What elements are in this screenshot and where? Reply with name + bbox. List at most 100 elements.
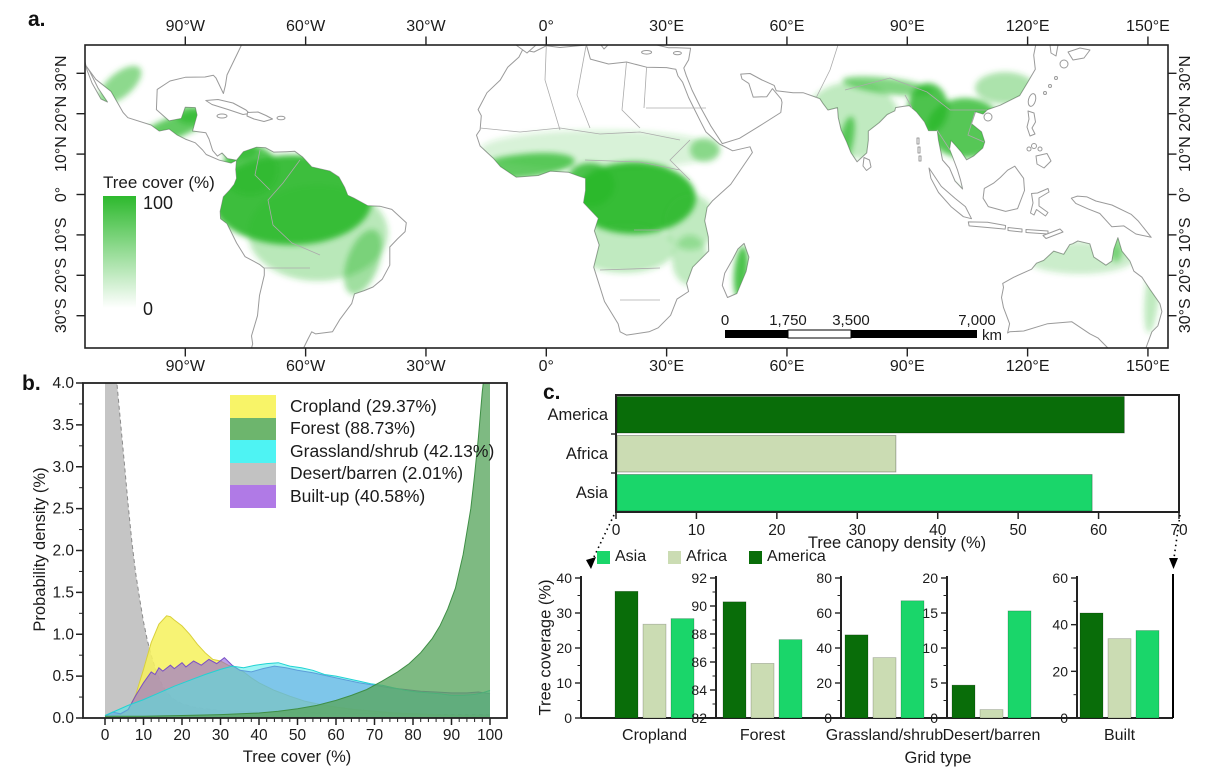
dist-y-tick-label: 0.5	[52, 668, 74, 685]
lon-tick-label-top: 120°E	[1006, 18, 1050, 35]
mini-bar-america-built	[1079, 612, 1104, 719]
dist-x-tick-label: 100	[477, 727, 503, 744]
dist-y-tick-label: 2.5	[52, 501, 74, 518]
africa-swatch	[668, 550, 682, 564]
arrowhead-right	[1169, 558, 1178, 569]
mini-y-tick-label: 20	[556, 640, 572, 656]
mini-y-tick-label: 10	[556, 675, 572, 691]
canopy-density-chart: America Africa Asia 0 10 20 30 40 50 60 70	[547, 394, 1188, 539]
mini-y-tick-label: 10	[922, 640, 938, 656]
mini-y-tick-label: 20	[1052, 663, 1068, 679]
mini-bar-africa-forest	[750, 663, 775, 719]
distribution-legend: Cropland (29.37%) Forest (88.73%) Grassl…	[230, 395, 494, 508]
mini-category-label: Built	[1104, 727, 1136, 744]
lat-tick-label-right: 10°S	[1177, 217, 1194, 252]
lon-tick-label-bottom: 30°E	[649, 358, 684, 375]
lat-tick-label-left: 10°S	[53, 217, 70, 252]
mini-y-tick-label: 82	[691, 710, 707, 726]
panel-a-label: a.	[28, 8, 46, 31]
legend-item-america: America	[749, 548, 826, 566]
scalebar-label-1750: 1,750	[769, 312, 807, 329]
lat-tick-label-left: 0°	[53, 187, 70, 202]
lat-tick-label-left: 10°N	[53, 136, 70, 172]
canopy-x-tick-label: 40	[929, 522, 947, 539]
connector-arrows	[586, 514, 1181, 718]
lon-tick-label-top: 60°E	[770, 18, 805, 35]
mini-y-tick-label: 40	[816, 640, 832, 656]
arrowhead-left	[586, 557, 596, 569]
america-swatch	[749, 550, 763, 564]
mini-bar-africa-built	[1107, 638, 1132, 719]
mini-xaxis-title: Grid type	[904, 749, 972, 767]
lat-tick-label-right: 10°N	[1177, 136, 1194, 172]
legend-item-grassland: Grassland/shrub (42.13%)	[230, 440, 494, 463]
dist-xaxis-title: Tree cover (%)	[242, 748, 352, 766]
africa-legend-label: Africa	[686, 548, 728, 565]
lon-tick-label-top: 90°E	[890, 18, 925, 35]
mini-bar-africa-desert-barren	[979, 709, 1004, 719]
canopy-bar-asia	[616, 474, 1093, 512]
mini-y-tick-label: 86	[691, 654, 707, 670]
mini-bar-america-grassland-shrub	[844, 634, 869, 719]
desert-legend-label: Desert/barren (2.01%)	[290, 463, 464, 484]
dist-y-tick-label: 3.0	[52, 459, 74, 476]
lon-tick-label-top: 150°E	[1126, 18, 1170, 35]
lon-tick-label-top: 30°W	[406, 18, 446, 35]
dist-axes-ticks: 0 10 20 30 40 50 60 70 80 90 100 0.0 0.5 1.0 1.5 2.0 2.5…	[52, 375, 503, 744]
lon-tick-label-top: 30°E	[649, 18, 684, 35]
dist-y-tick-label: 2.0	[52, 543, 74, 560]
canopy-xaxis-title: Tree canopy density (%)	[807, 534, 987, 552]
mini-y-tick-label: 88	[691, 626, 707, 642]
mini-bar-asia-desert-barren	[1007, 610, 1032, 719]
mini-yaxis-title: Tree coverage (%)	[536, 579, 555, 716]
lon-tick-label-bottom: 0°	[539, 358, 554, 375]
canopy-bar-africa	[616, 435, 897, 473]
legend-item-africa: Africa	[668, 548, 727, 566]
desert-swatch	[230, 462, 276, 485]
mini-y-tick-label: 40	[1052, 617, 1068, 633]
panel-c-label: c.	[543, 381, 561, 404]
mini-y-tick-label: 20	[922, 570, 938, 586]
lat-tick-label-right: 0°	[1177, 187, 1194, 202]
cropland-swatch	[230, 395, 276, 418]
mini-y-tick-label: 60	[1052, 570, 1068, 586]
dist-y-tick-label: 1.0	[52, 626, 74, 643]
scalebar-label-3500: 3,500	[832, 312, 870, 329]
mini-bar-africa-grassland-shrub	[872, 657, 897, 719]
mini-y-tick-label: 40	[556, 570, 572, 586]
dist-y-tick-label: 4.0	[52, 375, 74, 392]
mini-bar-america-desert-barren	[951, 684, 976, 719]
distribution-areas	[104, 383, 491, 718]
lon-tick-label-top: 60°W	[286, 18, 326, 35]
mini-bar-asia-forest	[778, 639, 803, 719]
mini-y-tick-label: 0	[824, 710, 832, 726]
legend-item-builtup: Built-up (40.58%)	[230, 485, 494, 508]
dist-x-tick-label: 50	[289, 727, 307, 744]
lon-tick-label-bottom: 120°E	[1006, 358, 1050, 375]
lat-tick-label-right: 20°S	[1177, 258, 1194, 293]
canopy-x-tick-label: 60	[1090, 522, 1108, 539]
lat-tick-label-left: 30°N	[53, 55, 70, 91]
lat-tick-label-left: 30°S	[53, 298, 70, 333]
dist-x-tick-label: 0	[101, 727, 110, 744]
mini-y-tick-label: 0	[1060, 710, 1068, 726]
canopy-category-label: America	[547, 406, 608, 424]
mini-y-tick-label: 92	[691, 570, 707, 586]
lat-tick-label-right: 20°N	[1177, 96, 1194, 132]
mini-y-tick-label: 60	[816, 605, 832, 621]
dist-x-tick-label: 70	[366, 727, 384, 744]
mini-charts-legend: Asia Africa America	[597, 548, 826, 566]
mini-y-tick-label: 80	[816, 570, 832, 586]
canopy-x-tick-label: 20	[768, 522, 786, 539]
mini-y-tick-label: 84	[691, 682, 707, 698]
mini-y-tick-label: 0	[930, 710, 938, 726]
lon-tick-label-bottom: 90°E	[890, 358, 925, 375]
mini-y-tick-label: 0	[564, 710, 572, 726]
lon-tick-label-bottom: 30°W	[406, 358, 446, 375]
lon-tick-label-top: 0°	[539, 18, 554, 35]
builtup-legend-label: Built-up (40.58%)	[290, 485, 426, 506]
canopy-bar-america	[616, 396, 1125, 434]
